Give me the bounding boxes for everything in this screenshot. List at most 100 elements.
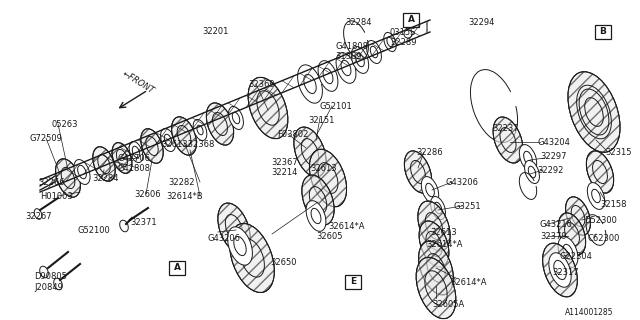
- Ellipse shape: [129, 141, 143, 163]
- Ellipse shape: [232, 112, 240, 124]
- Text: 32605: 32605: [316, 232, 342, 241]
- Text: 32266: 32266: [38, 178, 65, 187]
- Text: G3251: G3251: [454, 202, 482, 211]
- Ellipse shape: [318, 61, 338, 91]
- Text: 32297: 32297: [540, 152, 566, 161]
- Text: 3261332368: 3261332368: [161, 140, 214, 149]
- FancyBboxPatch shape: [595, 25, 611, 39]
- Ellipse shape: [384, 32, 396, 52]
- Text: 32201: 32201: [202, 27, 228, 36]
- Text: B: B: [600, 28, 607, 36]
- Text: A: A: [173, 263, 180, 273]
- Ellipse shape: [294, 127, 326, 177]
- Text: 32282: 32282: [168, 178, 195, 187]
- Ellipse shape: [387, 37, 393, 47]
- Text: D90805: D90805: [34, 272, 67, 281]
- Ellipse shape: [419, 221, 449, 267]
- Text: 32158: 32158: [600, 200, 627, 209]
- Ellipse shape: [566, 197, 590, 235]
- Text: 32614*B: 32614*B: [166, 192, 203, 201]
- Ellipse shape: [568, 72, 620, 152]
- Text: ←FRONT: ←FRONT: [120, 69, 156, 95]
- Ellipse shape: [164, 134, 172, 146]
- FancyBboxPatch shape: [169, 261, 185, 275]
- Text: G41808: G41808: [335, 42, 368, 51]
- Text: 32650: 32650: [270, 258, 296, 267]
- Text: G43206: G43206: [208, 234, 241, 243]
- Ellipse shape: [248, 77, 288, 139]
- Ellipse shape: [356, 53, 364, 67]
- Text: 32614*A: 32614*A: [450, 278, 486, 287]
- Ellipse shape: [77, 165, 86, 179]
- Text: 32367: 32367: [271, 158, 298, 167]
- Text: 05263: 05263: [52, 120, 79, 129]
- Ellipse shape: [367, 41, 381, 63]
- Ellipse shape: [418, 201, 450, 251]
- Text: 32605A: 32605A: [432, 300, 464, 309]
- Text: G43204: G43204: [538, 138, 571, 147]
- Text: 32369: 32369: [248, 80, 275, 89]
- Ellipse shape: [228, 227, 252, 265]
- Text: 32292: 32292: [537, 166, 563, 175]
- Ellipse shape: [558, 213, 586, 255]
- Ellipse shape: [586, 151, 614, 193]
- Text: G43206: G43206: [446, 178, 479, 187]
- Text: 0315S: 0315S: [390, 28, 417, 37]
- Ellipse shape: [524, 151, 532, 165]
- Text: E: E: [350, 277, 356, 286]
- Ellipse shape: [230, 223, 275, 292]
- Text: 32613: 32613: [310, 164, 337, 173]
- Text: 32317: 32317: [552, 268, 579, 277]
- Text: 32606: 32606: [134, 190, 161, 199]
- Text: 32237: 32237: [492, 124, 518, 133]
- Ellipse shape: [431, 196, 445, 220]
- Ellipse shape: [218, 203, 250, 253]
- Ellipse shape: [351, 47, 369, 73]
- Ellipse shape: [197, 125, 203, 135]
- Text: 32284: 32284: [92, 174, 118, 183]
- FancyBboxPatch shape: [403, 13, 419, 27]
- Ellipse shape: [172, 117, 196, 155]
- Ellipse shape: [306, 201, 326, 231]
- Ellipse shape: [404, 151, 431, 193]
- Ellipse shape: [416, 257, 456, 319]
- Ellipse shape: [234, 236, 246, 256]
- Ellipse shape: [435, 202, 442, 214]
- Ellipse shape: [371, 46, 378, 58]
- Text: 32267: 32267: [25, 212, 52, 221]
- Ellipse shape: [323, 68, 333, 84]
- Ellipse shape: [549, 253, 571, 287]
- FancyBboxPatch shape: [345, 275, 361, 289]
- Ellipse shape: [309, 149, 347, 207]
- Ellipse shape: [426, 183, 435, 197]
- Ellipse shape: [228, 107, 243, 130]
- Text: G52100: G52100: [78, 226, 111, 235]
- Ellipse shape: [563, 244, 573, 260]
- Ellipse shape: [132, 146, 140, 158]
- Text: 32371: 32371: [130, 218, 157, 227]
- Text: D52300: D52300: [584, 216, 617, 225]
- Text: G41808: G41808: [118, 164, 151, 173]
- Ellipse shape: [161, 129, 175, 151]
- Text: H01003: H01003: [40, 192, 73, 201]
- Ellipse shape: [193, 119, 207, 140]
- Ellipse shape: [519, 145, 537, 172]
- Text: F03802: F03802: [277, 130, 308, 139]
- Ellipse shape: [558, 237, 578, 267]
- Ellipse shape: [528, 166, 536, 178]
- Text: G43210: G43210: [540, 220, 573, 229]
- Text: 32151: 32151: [308, 116, 334, 125]
- Text: 32315: 32315: [605, 148, 632, 157]
- Text: G42706: G42706: [118, 154, 151, 163]
- Text: 32614*A: 32614*A: [328, 222, 365, 231]
- Ellipse shape: [419, 241, 453, 295]
- Text: 32614*A: 32614*A: [426, 240, 463, 249]
- Text: J20849: J20849: [34, 283, 63, 292]
- Text: 32286: 32286: [416, 148, 443, 157]
- Ellipse shape: [554, 260, 566, 280]
- Ellipse shape: [588, 183, 605, 209]
- Text: 32379: 32379: [540, 232, 566, 241]
- Text: 32284: 32284: [345, 18, 371, 27]
- Text: 32613: 32613: [430, 228, 456, 237]
- Text: 32214: 32214: [271, 168, 298, 177]
